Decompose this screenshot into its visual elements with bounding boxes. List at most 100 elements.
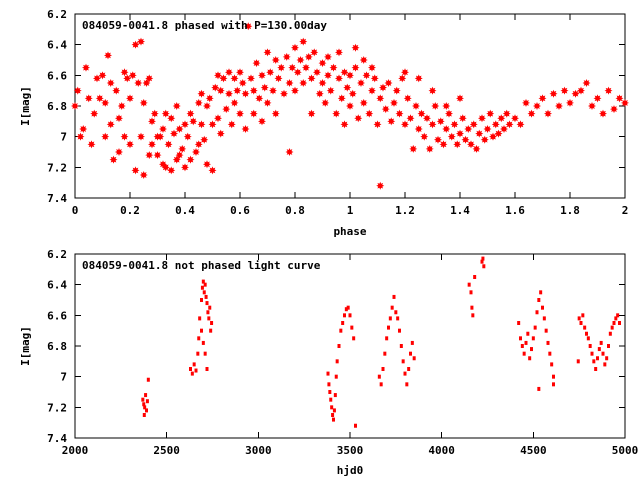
data-point: [482, 264, 486, 269]
y-tick-label: 7.2: [47, 161, 67, 174]
data-point: [145, 408, 148, 413]
data-point: [409, 144, 418, 153]
data-point: [470, 305, 474, 310]
data-point: [203, 282, 207, 287]
x-tick-label: 4500: [520, 444, 547, 457]
data-point: [324, 71, 332, 80]
data-point: [359, 56, 368, 64]
data-point: [544, 328, 548, 333]
data-point: [263, 98, 272, 107]
data-point: [181, 163, 189, 172]
data-point: [210, 321, 214, 325]
data-point: [175, 125, 184, 133]
data-point: [497, 114, 506, 123]
data-point: [200, 135, 209, 144]
data-point: [599, 340, 603, 345]
data-point: [202, 290, 206, 295]
data-point: [560, 86, 569, 95]
data-point: [137, 132, 145, 141]
data-point: [447, 132, 456, 141]
data-point: [313, 68, 321, 77]
data-point: [196, 351, 200, 356]
data-point: [101, 132, 110, 141]
data-point: [208, 166, 217, 175]
data-point: [401, 359, 405, 364]
data-point: [612, 321, 616, 325]
data-point: [167, 166, 176, 175]
data-point: [407, 367, 411, 371]
data-point: [354, 423, 357, 428]
data-point: [520, 344, 524, 348]
data-point: [145, 151, 154, 160]
unphased-y-axis-label: I[mag]: [19, 326, 32, 366]
data-point: [145, 399, 149, 404]
data-point: [538, 94, 547, 103]
data-point: [431, 102, 440, 110]
data-point: [194, 368, 198, 373]
data-point: [170, 129, 178, 138]
data-point: [450, 120, 459, 129]
data-point: [277, 63, 286, 72]
data-point: [197, 336, 201, 341]
data-point: [425, 144, 434, 153]
data-point: [387, 325, 390, 330]
data-point: [98, 71, 107, 80]
data-point: [469, 120, 478, 129]
data-point: [161, 109, 170, 118]
data-point: [333, 393, 337, 398]
data-point: [249, 109, 258, 118]
data-point: [599, 109, 607, 118]
data-point: [456, 94, 464, 103]
data-point: [445, 109, 453, 118]
unphased-x-ticks: 2000 2500 3000 3500 4000 4500 5000: [62, 254, 638, 457]
y-tick-label: 6.2: [47, 8, 67, 21]
data-point: [307, 109, 316, 118]
data-point: [181, 120, 189, 129]
data-point: [615, 94, 624, 103]
data-point: [461, 135, 470, 144]
data-point: [329, 397, 333, 402]
phased-chart-title: 084059-0041.8 phased with P=130.00day: [82, 19, 327, 32]
x-tick-label: 0: [72, 204, 79, 217]
data-point: [376, 94, 385, 103]
data-point: [190, 371, 194, 376]
data-point: [227, 120, 236, 129]
data-point: [291, 43, 299, 52]
data-point: [296, 56, 305, 64]
data-point: [464, 125, 473, 133]
data-point: [211, 83, 220, 92]
y-tick-label: 6.2: [47, 248, 67, 261]
data-point: [148, 140, 156, 149]
data-point: [588, 344, 592, 348]
data-point: [321, 98, 330, 107]
data-point: [192, 362, 196, 367]
data-point: [222, 105, 231, 114]
data-point: [249, 86, 258, 95]
data-point: [84, 94, 93, 103]
data-point: [93, 74, 101, 83]
data-point: [590, 351, 594, 356]
data-point: [494, 129, 503, 138]
data-point: [549, 89, 558, 98]
data-point: [200, 285, 204, 290]
data-point: [291, 86, 299, 95]
data-point: [307, 74, 316, 83]
data-point: [588, 102, 596, 110]
data-point: [533, 102, 541, 110]
data-point: [206, 310, 210, 315]
data-point: [399, 344, 403, 348]
data-point: [398, 328, 401, 333]
data-point: [531, 336, 535, 341]
data-point: [189, 117, 198, 126]
data-point: [139, 98, 148, 107]
data-point: [340, 120, 349, 129]
data-point: [225, 68, 233, 77]
data-point: [260, 83, 269, 92]
data-point: [148, 117, 156, 126]
data-point: [522, 98, 530, 107]
data-point: [340, 68, 349, 77]
data-point: [106, 79, 115, 87]
phased-x-axis-label: phase: [333, 225, 366, 238]
data-point: [139, 171, 148, 179]
x-tick-label: 1.2: [395, 204, 415, 217]
